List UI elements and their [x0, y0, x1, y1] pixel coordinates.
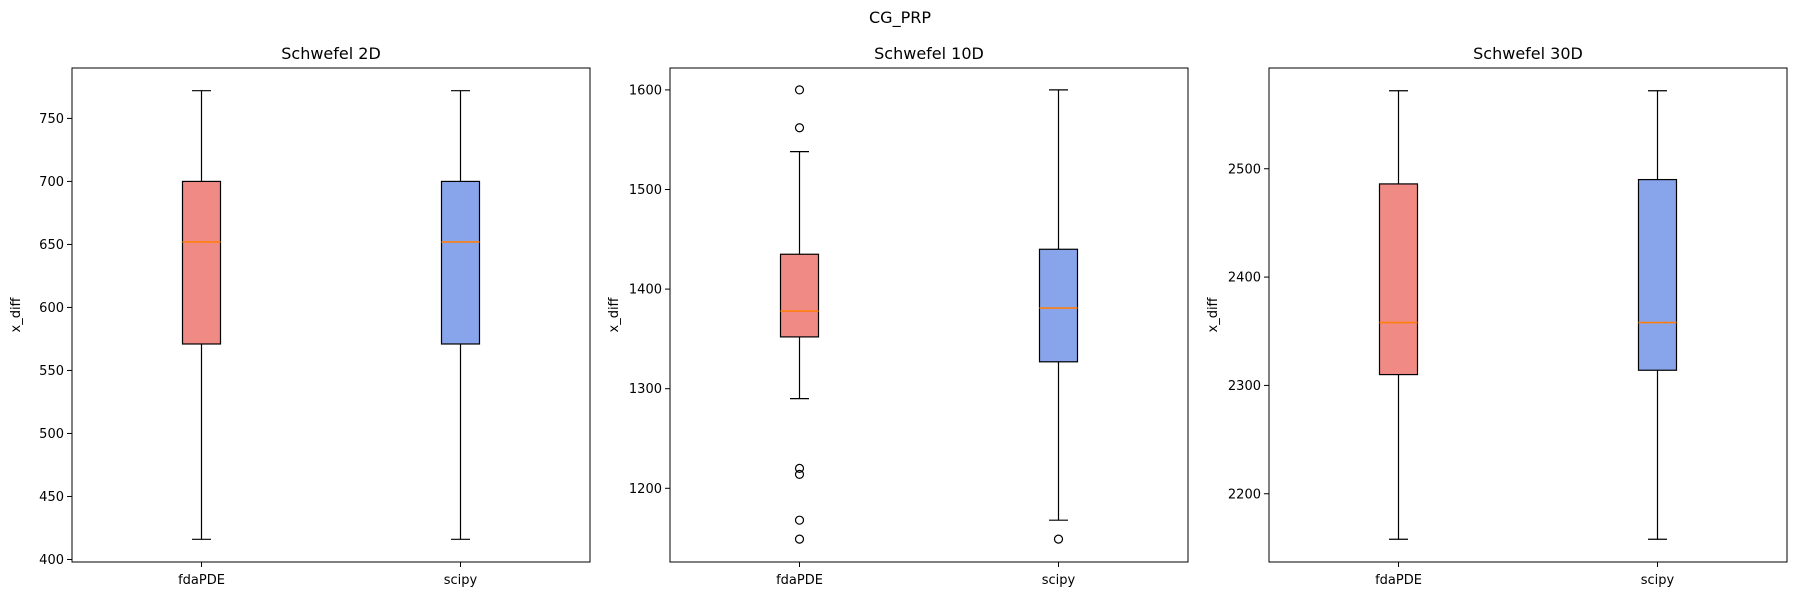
y-tick-label: 500	[39, 427, 64, 442]
axes-frame	[1268, 67, 1788, 563]
panel-title: Schwefel 10D	[874, 44, 984, 63]
y-axis-label: x_diff	[607, 296, 622, 332]
y-tick-label: 750	[39, 112, 64, 127]
y-tick-label: 1500	[629, 183, 662, 198]
box-scipy	[440, 180, 481, 345]
y-axis-label: x_diff	[9, 296, 24, 332]
outlier-point	[1053, 534, 1064, 544]
outlier-point	[794, 123, 805, 133]
axes-frame	[71, 67, 591, 563]
outlier-point	[794, 515, 805, 525]
outlier-point	[794, 85, 805, 95]
y-tick-label: 1200	[629, 482, 662, 497]
box-scipy	[1038, 248, 1079, 363]
x-tick-label: fdaPDE	[1375, 573, 1422, 588]
y-tick-label: 1400	[629, 283, 662, 298]
x-tick-label: scipy	[444, 573, 478, 588]
x-tick-label: scipy	[1641, 573, 1675, 588]
y-tick-label: 1300	[629, 382, 662, 397]
y-tick-label: 600	[39, 301, 64, 316]
y-tick-label: 450	[39, 490, 64, 505]
y-tick-label: 400	[39, 553, 64, 568]
y-tick-label: 1600	[629, 83, 662, 98]
y-axis-label: x_diff	[1206, 296, 1221, 332]
y-tick-label: 2300	[1228, 379, 1261, 394]
x-tick-label: fdaPDE	[776, 573, 823, 588]
panel-title: Schwefel 30D	[1473, 44, 1583, 63]
y-tick-label: 2200	[1228, 487, 1261, 502]
y-tick-label: 2500	[1228, 162, 1261, 177]
x-tick-label: scipy	[1042, 573, 1076, 588]
box-fdaPDE	[181, 180, 222, 345]
box-fdaPDE	[1378, 183, 1419, 376]
figure-suptitle: CG_PRP	[869, 8, 931, 27]
panel-title: Schwefel 2D	[281, 44, 381, 63]
x-tick-label: fdaPDE	[178, 573, 225, 588]
axes-frame	[669, 67, 1189, 563]
outlier-point	[794, 469, 805, 479]
y-tick-label: 650	[39, 238, 64, 253]
y-tick-label: 550	[39, 364, 64, 379]
box-scipy	[1637, 178, 1678, 371]
outlier-point	[794, 534, 805, 544]
outlier-point	[794, 463, 805, 473]
box-fdaPDE	[779, 253, 820, 338]
y-tick-label: 700	[39, 175, 64, 190]
y-tick-label: 2400	[1228, 271, 1261, 286]
